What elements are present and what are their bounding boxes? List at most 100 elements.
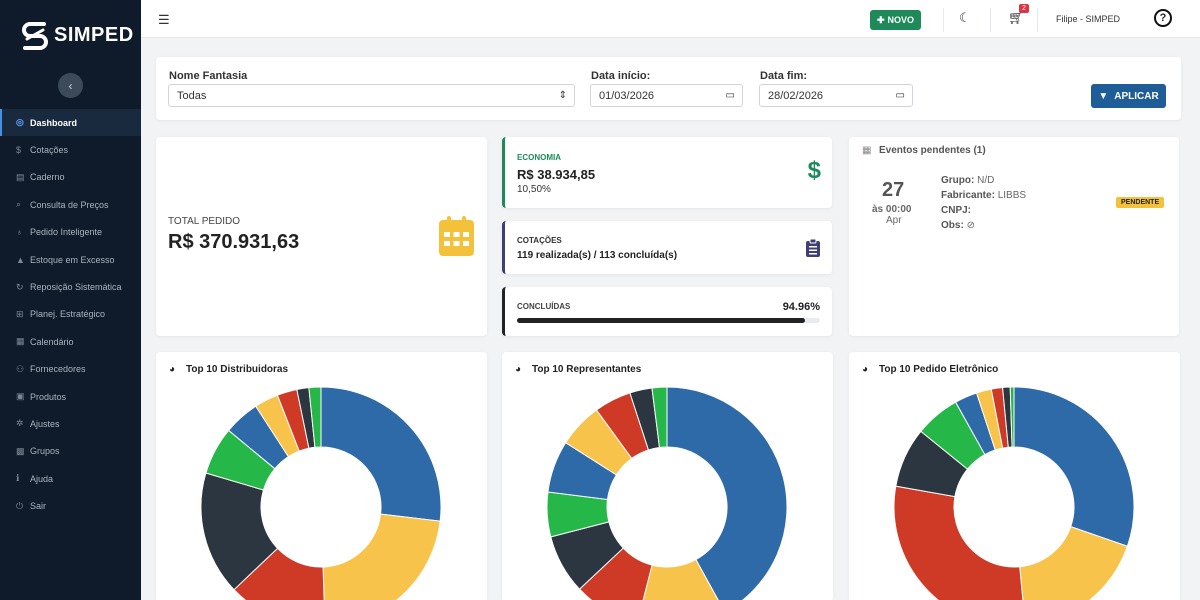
data-fim-field[interactable]: 28/02/2026 ▭ xyxy=(759,84,913,107)
sidebar-item-label: Cotações xyxy=(30,145,69,156)
progress-fill xyxy=(517,318,805,323)
pie-chart-icon: ◕ xyxy=(515,364,522,375)
event-obs: Obs: ⊘ xyxy=(941,218,1026,233)
book-icon: ▤ xyxy=(16,171,25,182)
top-bar: ☰ ✚ NOVO ☾ 🛒︎ 2 Filipe - SIMPED ? xyxy=(141,0,1200,38)
aplicar-button[interactable]: ▼ APLICAR xyxy=(1091,84,1166,108)
economia-percent: 10,50% xyxy=(517,184,551,195)
sidebar-item-ajustes[interactable]: ✲ Ajustes xyxy=(0,410,141,437)
concluidas-label: CONCLUÍDAS xyxy=(517,302,571,311)
economia-value: R$ 38.934,85 xyxy=(517,167,596,182)
gauge-icon: ◎ xyxy=(16,117,24,128)
sidebar-item-sair[interactable]: ⏻ Sair xyxy=(0,492,141,519)
power-icon: ⏻ xyxy=(16,500,24,511)
calendar-icon: ▦ xyxy=(862,145,872,156)
collapse-sidebar-button[interactable]: ‹ xyxy=(58,73,83,98)
warning-icon: ▲ xyxy=(16,254,25,265)
donut-slice[interactable] xyxy=(308,386,322,448)
search-icon: ⌕ xyxy=(16,199,22,210)
sidebar-item-grupos[interactable]: ▩ Grupos xyxy=(0,438,141,465)
brand-name: SIMPED xyxy=(54,23,134,46)
donut-slice[interactable] xyxy=(637,558,725,600)
grupo-label: Grupo: xyxy=(941,175,975,186)
data-fim-label: Data fim: xyxy=(760,70,808,82)
data-inicio-field[interactable]: 01/03/2026 ▭ xyxy=(590,84,743,107)
aplicar-label: APLICAR xyxy=(1114,90,1159,102)
box-icon: ▣ xyxy=(16,391,25,402)
cotacoes-value: 119 realizada(s) / 113 concluída(s) xyxy=(517,250,678,261)
donut-slice[interactable] xyxy=(651,386,668,449)
fabricante-value: LIBBS xyxy=(997,190,1027,201)
top-distribuidoras-card: ◕ Top 10 Distribuidoras xyxy=(156,352,487,600)
logo-icon xyxy=(22,22,48,50)
data-fim-value: 28/02/2026 xyxy=(768,89,824,102)
donut-slice[interactable] xyxy=(1013,386,1135,547)
chart-title: Top 10 Distribuidoras xyxy=(186,364,289,375)
donut-slice[interactable] xyxy=(893,485,1025,600)
donut-slice[interactable] xyxy=(1019,525,1129,600)
dollar-icon: $ xyxy=(16,145,22,156)
total-pedido-card: TOTAL PEDIDO R$ 370.931,63 xyxy=(156,137,487,336)
data-inicio-label: Data início: xyxy=(591,70,651,82)
cotacoes-card: COTAÇÕES 119 realizada(s) / 113 concluíd… xyxy=(502,221,832,274)
menu-icon[interactable]: ☰ xyxy=(158,12,170,27)
cart-icon[interactable]: 🛒︎ xyxy=(1008,10,1025,25)
sidebar-item-produtos[interactable]: ▣ Produtos xyxy=(0,383,141,410)
ban-icon: ⊘ xyxy=(966,220,975,231)
sidebar-item-consulta-de-pre-os[interactable]: ⌕ Consulta de Preços xyxy=(0,191,141,218)
sidebar-item-fornecedores[interactable]: ⚇ Fornecedores xyxy=(0,356,141,383)
top-pedido-eletronico-card: ◕ Top 10 Pedido Eletrônico xyxy=(849,352,1180,600)
sidebar-item-calend-rio[interactable]: ▦ Calendário xyxy=(0,328,141,355)
sidebar-item-dashboard[interactable]: ◎ Dashboard xyxy=(0,109,141,137)
donut-slice[interactable] xyxy=(320,386,442,522)
sidebar-item-label: Produtos xyxy=(30,391,67,402)
divider xyxy=(1037,8,1038,32)
donut-chart xyxy=(546,386,788,600)
sidebar-item-cota-es[interactable]: $ Cotações xyxy=(0,136,141,163)
donut-slice[interactable] xyxy=(1009,386,1015,448)
calendar-icon[interactable]: ▭ xyxy=(895,90,905,101)
sitemap-icon: ⊞ xyxy=(16,308,24,319)
calendar-icon[interactable]: ▭ xyxy=(725,90,735,101)
event-cnpj: CNPJ: xyxy=(941,203,1026,218)
sidebar-item-label: Reposição Sistemática xyxy=(30,282,122,293)
sidebar-item-label: Ajuda xyxy=(30,473,54,484)
fabricante-label: Fabricante: xyxy=(941,190,995,201)
donut-slice[interactable] xyxy=(666,386,788,600)
donut-slice[interactable] xyxy=(322,513,441,600)
donut-chart xyxy=(200,386,442,600)
help-icon[interactable]: ? xyxy=(1154,9,1172,27)
select-arrows-icon: ⇕ xyxy=(558,90,567,101)
sidebar-item-planej-estrat-gico[interactable]: ⊞ Planej. Estratégico xyxy=(0,301,141,328)
event-grupo: Grupo: N/D xyxy=(941,173,1026,188)
sidebar-nav: ◎ Dashboard $ Cotações ▤ Caderno ⌕ Consulta de … xyxy=(0,109,141,520)
sidebar-item-pedido-inteligente[interactable]: ♁ Pedido Inteligente xyxy=(0,219,141,246)
event-fabricante: Fabricante: LIBBS xyxy=(941,188,1026,203)
calendar-icon xyxy=(439,216,474,256)
sidebar-item-reposi-o-sistem-tica[interactable]: ↻ Reposição Sistemática xyxy=(0,273,141,300)
filter-card: Nome Fantasia Todas ⇕ Data início: 01/03… xyxy=(156,57,1181,120)
moon-icon[interactable]: ☾ xyxy=(959,10,971,25)
concluidas-progress-bar xyxy=(517,318,820,323)
concluidas-percent: 94.96% xyxy=(782,301,820,313)
eventos-pendentes-card: ▦ Eventos pendentes (1) 27 às 00:00 Apr … xyxy=(849,137,1179,336)
top-representantes-card: ◕ Top 10 Representantes xyxy=(502,352,833,600)
event-time: às 00:00 xyxy=(872,204,912,215)
novo-button[interactable]: ✚ NOVO xyxy=(870,10,921,30)
pie-chart-icon: ◕ xyxy=(169,364,176,375)
brand-logo[interactable]: SIMPED xyxy=(20,18,134,52)
sidebar-item-caderno[interactable]: ▤ Caderno xyxy=(0,164,141,191)
sidebar-item-estoque-em-excesso[interactable]: ▲ Estoque em Excesso xyxy=(0,246,141,273)
users-icon: ⚇ xyxy=(16,363,25,374)
info-icon: ℹ xyxy=(16,473,20,484)
nome-fantasia-select[interactable]: Todas ⇕ xyxy=(168,84,575,107)
sync-icon: ↻ xyxy=(16,281,24,292)
cart-count-badge: 2 xyxy=(1019,4,1029,13)
lightbulb-icon: ♁ xyxy=(16,227,23,238)
economia-card: ECONOMIA R$ 38.934,85 10,50% $ xyxy=(502,137,832,208)
calendar-icon: ▦ xyxy=(16,336,25,347)
gear-icon: ✲ xyxy=(16,418,24,429)
sidebar-item-label: Caderno xyxy=(30,172,65,183)
user-menu[interactable]: Filipe - SIMPED xyxy=(1056,14,1121,24)
sidebar-item-ajuda[interactable]: ℹ Ajuda xyxy=(0,465,141,492)
